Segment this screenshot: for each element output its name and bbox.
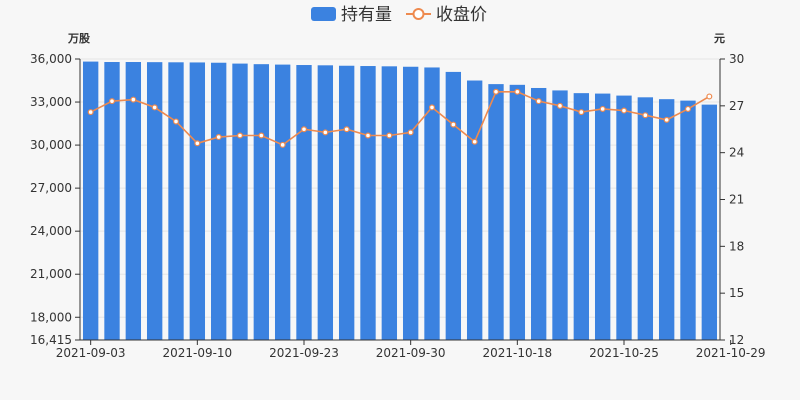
price-point (599, 105, 606, 112)
legend-bar-swatch[interactable] (311, 7, 336, 21)
x-axis-tick-label: 2021-09-10 (162, 346, 232, 360)
price-point (87, 109, 94, 116)
holding-bar (552, 90, 568, 340)
price-point (386, 132, 393, 139)
left-axis-tick-label: 27,000 (30, 181, 72, 195)
holding-bar (637, 97, 654, 340)
holding-bar (232, 63, 248, 340)
holding-bar (488, 84, 504, 341)
price-point (620, 107, 627, 114)
price-point (578, 109, 585, 116)
price-point (642, 112, 649, 119)
price-point (108, 98, 115, 105)
legend-line-marker (412, 8, 425, 20)
right-axis-tick-label: 18 (729, 239, 744, 253)
left-axis-tick-label: 18,000 (30, 310, 72, 324)
left-axis-tick-label: 30,000 (30, 138, 72, 152)
legend[interactable]: 持有量 收盘价 (311, 5, 487, 25)
right-axis-tick-label: 21 (729, 193, 744, 207)
holding-bar (424, 67, 440, 340)
holding-bar (658, 99, 675, 340)
right-axis-unit: 元 (714, 32, 725, 45)
price-point (429, 104, 436, 111)
holding-bar (360, 66, 376, 340)
left-axis-tick-label: 33,000 (30, 95, 72, 109)
price-point (407, 129, 414, 136)
price-point (194, 140, 201, 147)
holding-bar (253, 64, 270, 341)
price-point (471, 138, 478, 145)
holding-bar (594, 93, 611, 340)
holding-bar (338, 65, 355, 341)
holding-bar (210, 62, 227, 340)
holding-bar (104, 62, 120, 340)
line-series (87, 88, 713, 148)
holding-bar (616, 95, 632, 340)
price-point (514, 88, 521, 95)
right-axis-tick-label: 24 (729, 146, 744, 160)
holding-bar (530, 87, 547, 340)
price-point (322, 129, 329, 136)
price-point (237, 132, 244, 139)
left-axis-tick-label: 16,415 (30, 333, 72, 347)
axes: 16,415 18,000 21,000 24,000 27,000 30,000 33,0… (30, 52, 766, 360)
price-point (215, 134, 222, 141)
price-point (130, 96, 137, 103)
holding-bar (189, 62, 206, 340)
holding-bar (466, 80, 483, 340)
holding-bar (125, 62, 142, 340)
price-point (535, 98, 542, 105)
holding-bar (168, 62, 184, 340)
price-point (493, 88, 500, 95)
holding-bar (146, 62, 163, 341)
legend-bar-label[interactable]: 持有量 (341, 5, 392, 25)
holding-bar (381, 66, 398, 341)
right-axis-tick-label: 27 (729, 99, 744, 113)
x-axis-tick-label: 2021-09-03 (56, 346, 126, 360)
price-point (151, 104, 158, 111)
holding-bar (317, 65, 334, 341)
left-axis-tick-label: 24,000 (30, 224, 72, 238)
price-line (90, 90, 710, 146)
right-axis-tick-label: 30 (729, 52, 744, 66)
price-point (663, 116, 670, 123)
price-point (258, 132, 265, 139)
price-point (684, 105, 691, 112)
x-axis-tick-label: 2021-09-23 (269, 346, 339, 360)
price-point (556, 102, 563, 109)
x-axis-tick-label: 2021-10-18 (482, 346, 552, 360)
holding-bar (509, 84, 526, 340)
price-point (301, 126, 308, 133)
right-axis-tick-label: 12 (729, 333, 744, 347)
grid (80, 58, 720, 318)
right-axis-tick-label: 15 (729, 286, 744, 300)
holding-bar (402, 66, 419, 340)
price-point (706, 93, 713, 100)
holding-bar (274, 64, 291, 340)
holding-bar (573, 93, 590, 341)
holding-bar (445, 71, 462, 341)
price-point (450, 121, 457, 128)
legend-line-label[interactable]: 收盘价 (436, 5, 487, 25)
x-axis-tick-label: 2021-10-25 (589, 346, 659, 360)
price-point (365, 132, 372, 139)
price-point (173, 118, 180, 125)
holding-bar (701, 104, 718, 340)
holding-bar (296, 65, 312, 341)
bar-series (82, 61, 718, 341)
left-axis-unit: 万股 (67, 32, 91, 45)
left-axis-tick-label: 36,000 (30, 52, 72, 66)
x-axis-tick-label: 2021-09-30 (376, 346, 446, 360)
price-point (279, 141, 286, 148)
left-axis-tick-label: 21,000 (30, 267, 72, 281)
x-axis-tick-label: 2021-10-29 (696, 346, 766, 360)
holding-bar (82, 61, 99, 341)
holding-bar (680, 100, 696, 341)
price-point (343, 126, 350, 133)
